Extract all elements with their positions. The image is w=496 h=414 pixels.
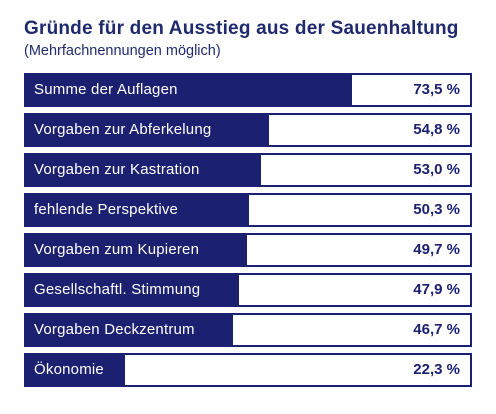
bar: [26, 275, 239, 305]
chart-title: Gründe für den Ausstieg aus der Sauenhal…: [24, 18, 459, 39]
bar-label: Vorgaben zur Kastration: [34, 161, 200, 178]
bar-label: Vorgaben zur Abferkelung: [34, 121, 212, 138]
bar-label: Vorgaben zum Kupieren: [34, 241, 200, 258]
bar-value-label: 53,0 %: [413, 161, 460, 178]
bar-label: fehlende Perspektive: [34, 201, 179, 218]
bar-row: Vorgaben zur Abferkelung 54,8 %: [24, 113, 472, 147]
bar: [26, 115, 270, 145]
bar-row: Summe der Auflagen 73,5 %: [24, 73, 472, 107]
bar-value-label: 49,7 %: [413, 241, 460, 258]
bar-label: Summe der Auflagen: [34, 81, 178, 98]
bar-value-label: 22,3 %: [413, 361, 460, 378]
bar-label: Vorgaben Deckzentrum: [34, 321, 195, 338]
bar: [26, 355, 125, 385]
bar-row: Vorgaben Deckzentrum 46,7 %: [24, 313, 472, 347]
bar-value-label: 73,5 %: [413, 81, 460, 98]
bar: [26, 155, 262, 185]
bar-row: Vorgaben zur Kastration 53,0 %: [24, 153, 472, 187]
bar: [26, 75, 353, 105]
bar-list: Summe der Auflagen 73,5 % Vorgaben zur Abf…: [24, 73, 472, 393]
bar-value-label: 50,3 %: [413, 201, 460, 218]
chart-subtitle: (Mehrfachnennungen möglich): [24, 43, 221, 59]
bar: [26, 235, 247, 265]
bar-row: Vorgaben zum Kupieren 49,7 %: [24, 233, 472, 267]
bar-row: Ökonomie 22,3 %: [24, 353, 472, 387]
bar: [26, 195, 250, 225]
bar-value-label: 54,8 %: [413, 121, 460, 138]
bar-row: Gesellschaftl. Stimmung 47,9 %: [24, 273, 472, 307]
bar-label: Gesellschaftl. Stimmung: [34, 281, 201, 298]
bar-value-label: 46,7 %: [413, 321, 460, 338]
bar: [26, 315, 234, 345]
bar-value-label: 47,9 %: [413, 281, 460, 298]
bar-row: fehlende Perspektive 50,3 %: [24, 193, 472, 227]
bar-label: Ökonomie: [34, 361, 104, 378]
